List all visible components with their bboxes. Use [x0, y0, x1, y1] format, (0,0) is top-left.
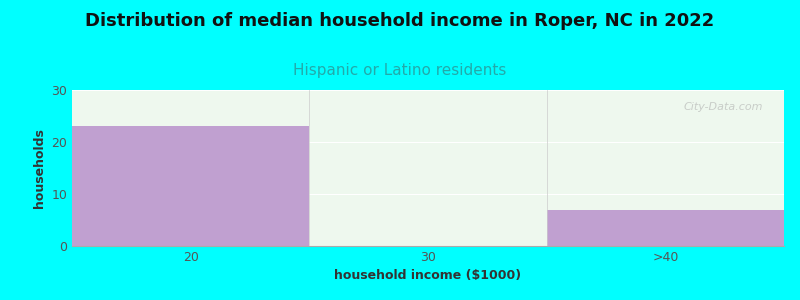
- Text: Hispanic or Latino residents: Hispanic or Latino residents: [294, 63, 506, 78]
- Y-axis label: households: households: [33, 128, 46, 208]
- Bar: [546, 210, 784, 246]
- Text: Distribution of median household income in Roper, NC in 2022: Distribution of median household income …: [86, 12, 714, 30]
- Bar: [72, 126, 310, 246]
- Text: City-Data.com: City-Data.com: [683, 103, 762, 112]
- X-axis label: household income ($1000): household income ($1000): [334, 269, 522, 282]
